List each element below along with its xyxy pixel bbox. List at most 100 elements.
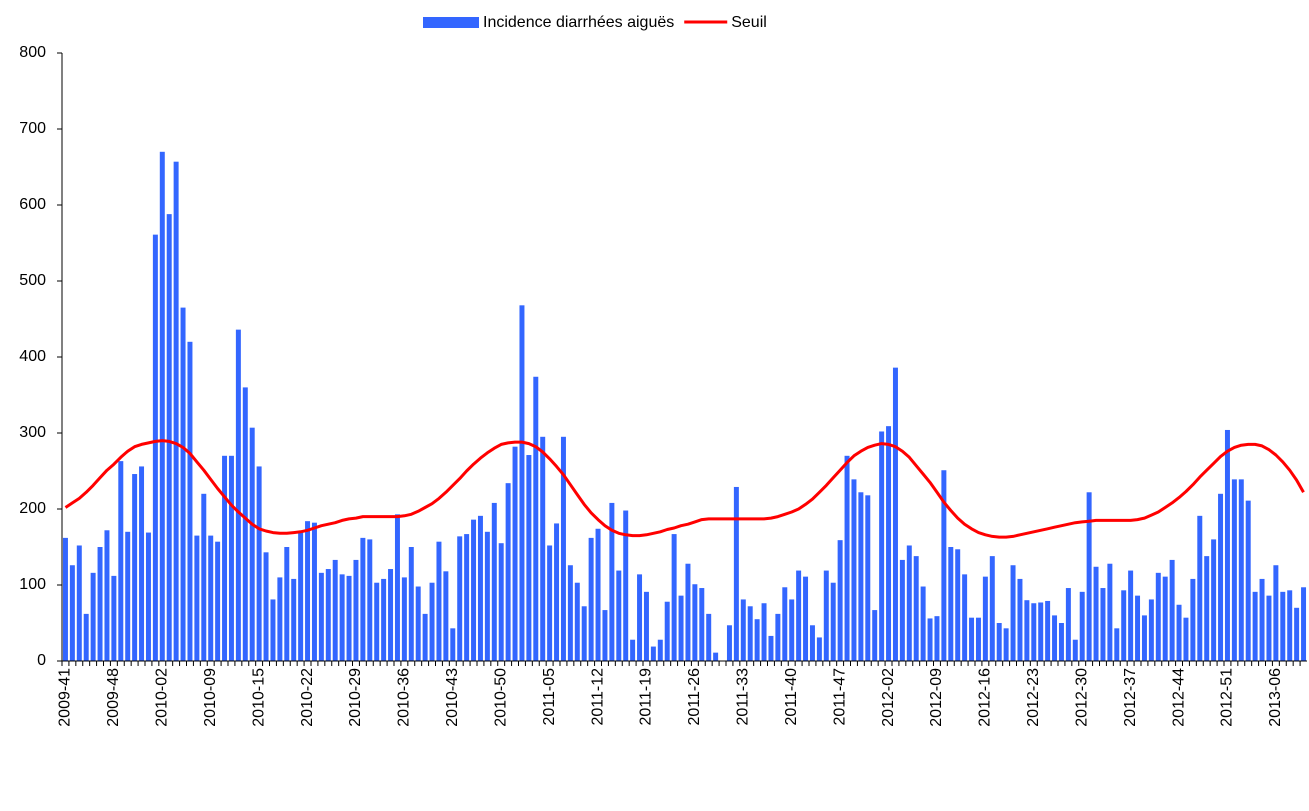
bar: [996, 623, 1002, 661]
y-tick-label: 100: [19, 576, 46, 593]
legend-item: Incidence diarrhées aiguës: [423, 14, 674, 31]
y-tick-label: 200: [19, 500, 46, 517]
x-tick-label: 2009-48: [105, 668, 122, 727]
bar: [1141, 615, 1147, 661]
bar: [1024, 600, 1030, 661]
bar: [837, 540, 843, 661]
bar: [865, 495, 871, 661]
bar: [1176, 604, 1182, 661]
bar: [595, 528, 601, 661]
bar: [768, 635, 774, 661]
bar: [740, 599, 746, 661]
bar: [858, 492, 864, 661]
x-tick-label: 2012-16: [977, 668, 994, 727]
y-tick-label: 600: [19, 196, 46, 213]
bar: [166, 214, 172, 661]
bar: [643, 591, 649, 661]
x-tick-label: 2012-09: [928, 668, 945, 727]
bar: [851, 479, 857, 661]
bar: [816, 637, 822, 661]
x-tick-label: 2012-23: [1025, 668, 1042, 727]
bar: [1162, 576, 1168, 661]
x-tick-label: 2011-19: [638, 668, 655, 726]
bar: [277, 577, 283, 661]
bar: [1135, 595, 1141, 661]
bar: [554, 523, 560, 661]
bar: [1259, 578, 1265, 661]
bar: [339, 574, 345, 661]
bar: [1266, 595, 1272, 661]
bar: [139, 466, 145, 661]
bar: [886, 426, 892, 661]
bar: [602, 610, 608, 661]
bar: [367, 539, 373, 661]
x-tick-label: 2012-02: [880, 668, 897, 727]
bar: [256, 466, 262, 661]
bar: [713, 652, 719, 661]
x-tick-label: 2009-41: [57, 668, 74, 727]
bar: [809, 625, 815, 661]
bar: [726, 625, 732, 661]
bar: [305, 521, 311, 661]
bar: [941, 470, 947, 661]
bar: [111, 575, 117, 661]
bar: [782, 587, 788, 661]
bar: [201, 493, 207, 661]
bar: [581, 606, 587, 661]
x-tick-label: 2010-22: [299, 668, 316, 727]
bar: [1010, 565, 1016, 661]
bar: [1086, 492, 1092, 661]
bar: [1238, 479, 1244, 661]
x-tick-label: 2012-30: [1073, 668, 1090, 727]
x-tick-label: 2013-06: [1267, 668, 1284, 727]
x-tick-label: 2011-47: [831, 668, 848, 726]
x-tick-label: 2010-09: [202, 668, 219, 727]
bar: [1114, 628, 1120, 661]
bar: [927, 618, 933, 661]
bar: [1031, 603, 1037, 661]
bar: [401, 577, 407, 661]
bar: [962, 574, 968, 661]
bar: [311, 522, 317, 661]
bar: [1218, 493, 1224, 661]
bar: [879, 431, 885, 661]
x-tick-label: 2011-12: [589, 668, 606, 726]
bar: [125, 531, 131, 661]
bar: [90, 572, 96, 661]
bar: [145, 532, 151, 661]
bar: [540, 436, 546, 661]
bar: [477, 515, 483, 661]
bar: [464, 534, 470, 661]
bar: [228, 455, 234, 661]
bar: [443, 571, 449, 661]
bar: [899, 559, 905, 661]
bar: [664, 601, 670, 661]
bar: [118, 461, 124, 661]
x-tick-label: 2010-15: [250, 668, 267, 727]
bar: [671, 534, 677, 661]
bar: [1169, 559, 1175, 661]
bar: [457, 536, 463, 661]
x-tick-label: 2011-40: [783, 668, 800, 726]
bar: [1072, 639, 1078, 661]
bar: [1294, 607, 1300, 661]
bar: [685, 563, 691, 661]
bar: [844, 455, 850, 661]
bar: [76, 545, 82, 661]
bar: [1038, 602, 1044, 661]
x-tick-label: 2010-36: [396, 668, 413, 727]
bar: [450, 628, 456, 661]
x-tick-label: 2010-29: [347, 668, 364, 727]
legend-label: Seuil: [731, 14, 767, 31]
bar: [1107, 563, 1113, 661]
bar: [1252, 591, 1258, 661]
bar: [989, 556, 995, 661]
bar: [1065, 588, 1071, 661]
bar: [630, 639, 636, 661]
bar: [637, 574, 643, 661]
bar: [823, 570, 829, 661]
bar: [623, 510, 629, 661]
bar: [547, 545, 553, 661]
